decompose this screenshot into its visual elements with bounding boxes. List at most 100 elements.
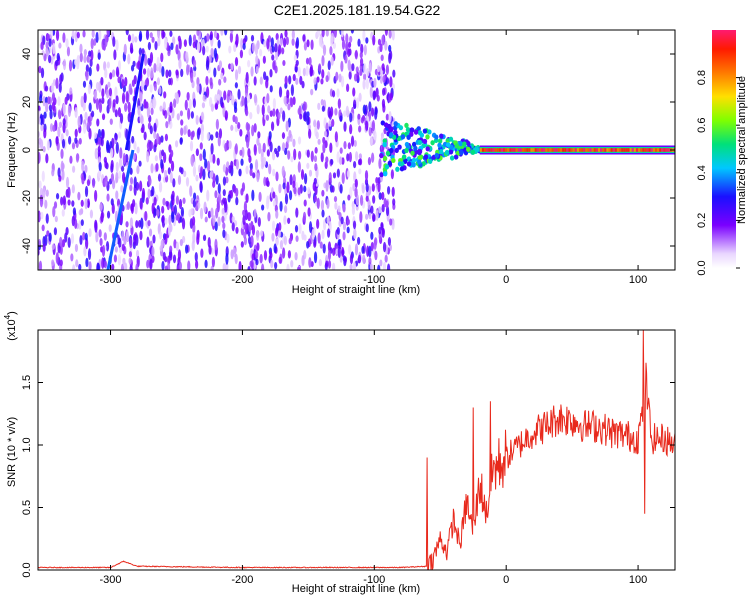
heatmap-cell: [69, 155, 73, 164]
heatmap-cell: [234, 143, 238, 155]
heatmap-cell: [555, 148, 558, 152]
colorbar-tick-label: 0.4: [696, 165, 708, 180]
heatmap-cell: [44, 234, 48, 247]
heatmap-cell: [275, 33, 279, 41]
heatmap-cell: [104, 175, 108, 188]
heatmap-cell: [553, 148, 556, 152]
heatmap-cell: [366, 68, 370, 77]
heatmap-cell: [81, 160, 85, 172]
heatmap-cell: [574, 148, 577, 152]
heatmap-cell: [88, 261, 92, 270]
heatmap-cell: [78, 137, 82, 145]
heatmap-cell: [115, 141, 119, 154]
heatmap-cell: [313, 119, 317, 128]
heatmap-cell: [328, 172, 332, 183]
heatmap-cell: [265, 114, 270, 121]
heatmap-cell: [341, 157, 345, 165]
heatmap-cell: [98, 229, 102, 238]
heatmap-cell: [333, 30, 337, 38]
heatmap-cell: [263, 176, 267, 187]
heatmap-cell: [41, 224, 45, 232]
heatmap-cell: [82, 80, 87, 88]
heatmap-cell: [65, 38, 69, 48]
heatmap-cell: [161, 260, 165, 270]
heatmap-cell: [266, 149, 270, 157]
heatmap-cell: [635, 148, 638, 152]
heatmap-cell: [96, 118, 100, 127]
heatmap-cell: [382, 261, 387, 270]
heatmap-cell: [65, 227, 69, 236]
heatmap-cell: [106, 61, 110, 69]
heatmap-cell: [128, 257, 132, 265]
heatmap-cell: [189, 185, 193, 197]
heatmap-cell: [252, 172, 256, 179]
heatmap-cell: [153, 63, 157, 73]
heatmap-cell: [237, 88, 241, 100]
heatmap-cell: [139, 230, 143, 241]
heatmap-cell: [659, 148, 662, 152]
heatmap-cell: [349, 35, 353, 43]
heatmap-cell: [140, 127, 144, 134]
heatmap-cell: [400, 161, 405, 167]
heatmap-cell: [49, 123, 54, 132]
heatmap-cell: [169, 223, 173, 233]
heatmap-cell: [176, 113, 180, 121]
heatmap-cell: [101, 96, 105, 105]
heatmap-cell: [97, 137, 102, 147]
heatmap-cell: [206, 33, 210, 42]
heatmap-cell: [213, 47, 218, 60]
heatmap-cell: [278, 44, 282, 55]
heatmap-cell: [67, 199, 71, 206]
heatmap-cell: [190, 111, 194, 119]
snr-panel: -300 -200 -100 0 100 0.0 0.5 1.0 1.5 Height of …: [3, 311, 676, 595]
heatmap-cell: [306, 111, 310, 118]
heatmap-cell: [434, 152, 439, 159]
heatmap-cell: [250, 235, 254, 247]
heatmap-cell: [115, 171, 119, 184]
heatmap-cell: [141, 187, 146, 200]
heatmap-cell: [145, 101, 149, 109]
heatmap-cell: [299, 75, 303, 86]
heatmap-cell: [75, 153, 80, 163]
heatmap-cell: [118, 246, 123, 254]
heatmap-cell: [100, 76, 104, 86]
heatmap-cell: [121, 243, 125, 252]
heatmap-cell: [52, 124, 56, 132]
heatmap-cell: [240, 241, 244, 248]
heatmap-cell: [308, 57, 312, 66]
heatmap-cell: [45, 45, 49, 57]
heatmap-cell: [367, 199, 371, 211]
heatmap-cell: [79, 43, 83, 54]
heatmap-cell: [170, 160, 175, 172]
heatmap-cell: [332, 172, 337, 179]
heatmap-cell: [104, 160, 108, 169]
heatmap-cell: [106, 193, 110, 202]
heatmap-cell: [174, 140, 179, 148]
heatmap-cell: [279, 239, 284, 250]
colorbar-tick-label: 0.6: [696, 118, 708, 133]
heatmap-cell: [275, 150, 280, 158]
heatmap-cell: [53, 227, 57, 236]
heatmap-cell: [372, 195, 376, 204]
heatmap-cell: [48, 54, 52, 64]
heatmap-cell: [156, 30, 161, 39]
heatmap-cell: [231, 222, 235, 232]
heatmap-cell: [290, 84, 294, 97]
heatmap-cell: [214, 190, 218, 199]
heatmap-cell: [220, 96, 224, 108]
heatmap-cell: [206, 160, 211, 173]
heatmap-cell: [269, 68, 273, 78]
heatmap-cell: [71, 142, 76, 150]
heatmap-cell: [283, 215, 287, 225]
heatmap-cell: [194, 251, 198, 262]
heatmap-cell: [377, 181, 381, 193]
heatmap-cell: [313, 239, 317, 248]
heatmap-cell: [199, 180, 203, 192]
heatmap-cell: [222, 263, 226, 270]
heatmap-cell: [410, 150, 415, 156]
heatmap-cell: [272, 60, 276, 71]
heatmap-cell: [437, 138, 443, 144]
heatmap-cell: [206, 189, 210, 202]
spectrogram-x-tick-label: -200: [231, 274, 253, 286]
heatmap-cell: [55, 193, 60, 200]
